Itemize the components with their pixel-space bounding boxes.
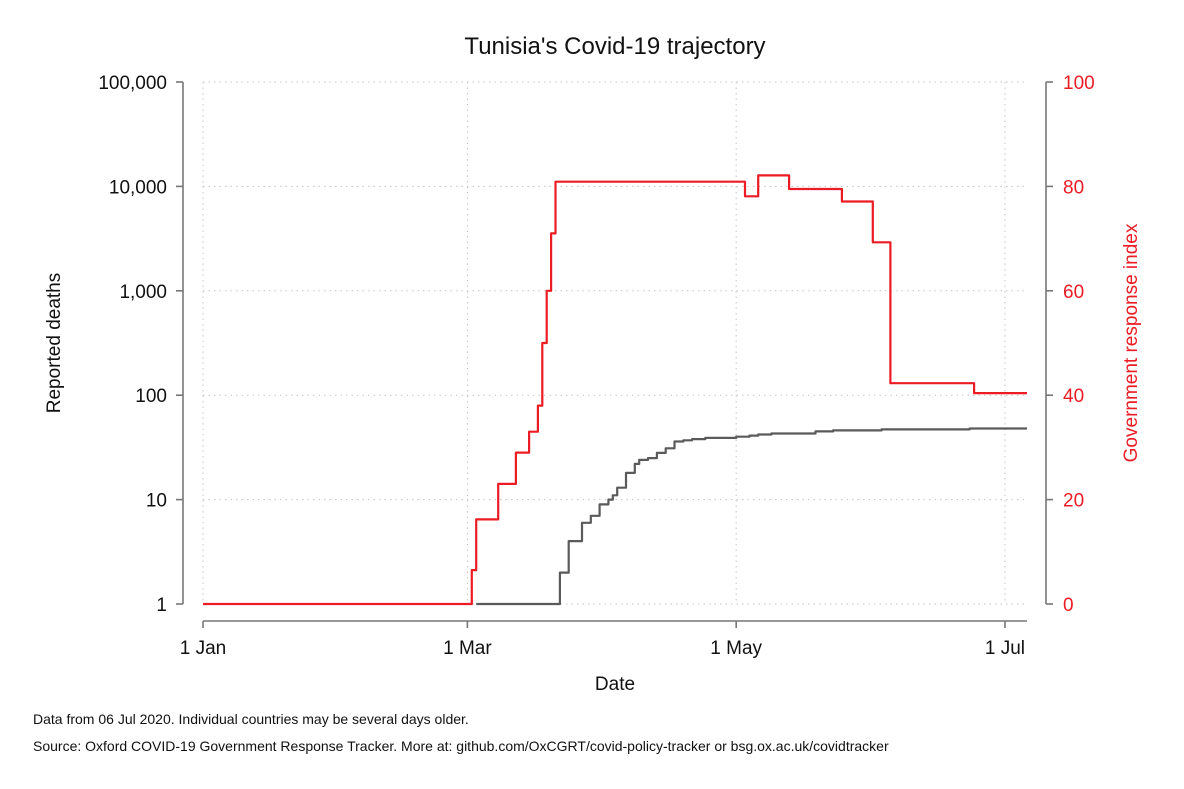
source-note: Source: Oxford COVID-19 Government Respo…	[33, 738, 889, 754]
x-tick-label: 1 May	[710, 638, 762, 659]
x-tick-label: 1 Mar	[443, 638, 492, 659]
data-date-note: Data from 06 Jul 2020. Individual countr…	[33, 711, 469, 727]
y2-tick-label: 80	[1063, 177, 1084, 198]
y-tick-label: 100	[135, 386, 167, 407]
x-axis-title: Date	[595, 674, 635, 695]
y-axis-left-ticks: 1 10 100 1,000 10,000 100,000	[98, 73, 183, 616]
y-tick-label: 100,000	[98, 73, 167, 94]
x-axis-ticks: 1 Jan 1 Mar 1 May 1 Jul	[180, 621, 1025, 659]
response-index-line	[203, 174, 1027, 606]
x-tick-label: 1 Jan	[180, 638, 226, 659]
y2-tick-label: 0	[1063, 595, 1074, 616]
y-tick-label: 1	[156, 595, 167, 616]
chart-title: Tunisia's Covid-19 trajectory	[464, 33, 765, 60]
y-tick-label: 1,000	[119, 282, 167, 303]
y-tick-label: 10,000	[109, 177, 167, 198]
y-axis-right-ticks: 0 20 40 60 80 100	[1046, 73, 1095, 616]
series-layer	[203, 174, 1027, 606]
y-tick-label: 10	[146, 491, 167, 512]
x-tick-label: 1 Jul	[985, 638, 1025, 659]
y-axis-right-title: Government response index	[1121, 223, 1142, 462]
gridlines	[202, 81, 1027, 605]
y2-tick-label: 60	[1063, 282, 1084, 303]
y-axis-left-title: Reported deaths	[44, 273, 65, 414]
trajectory-chart: 1 Jan 1 Mar 1 May 1 Jul 1 10 100 1,000 10,000 10…	[44, 33, 1142, 695]
y2-tick-label: 100	[1063, 73, 1095, 94]
deaths-line	[476, 427, 1027, 606]
y2-tick-label: 20	[1063, 491, 1084, 512]
y2-tick-label: 40	[1063, 386, 1084, 407]
